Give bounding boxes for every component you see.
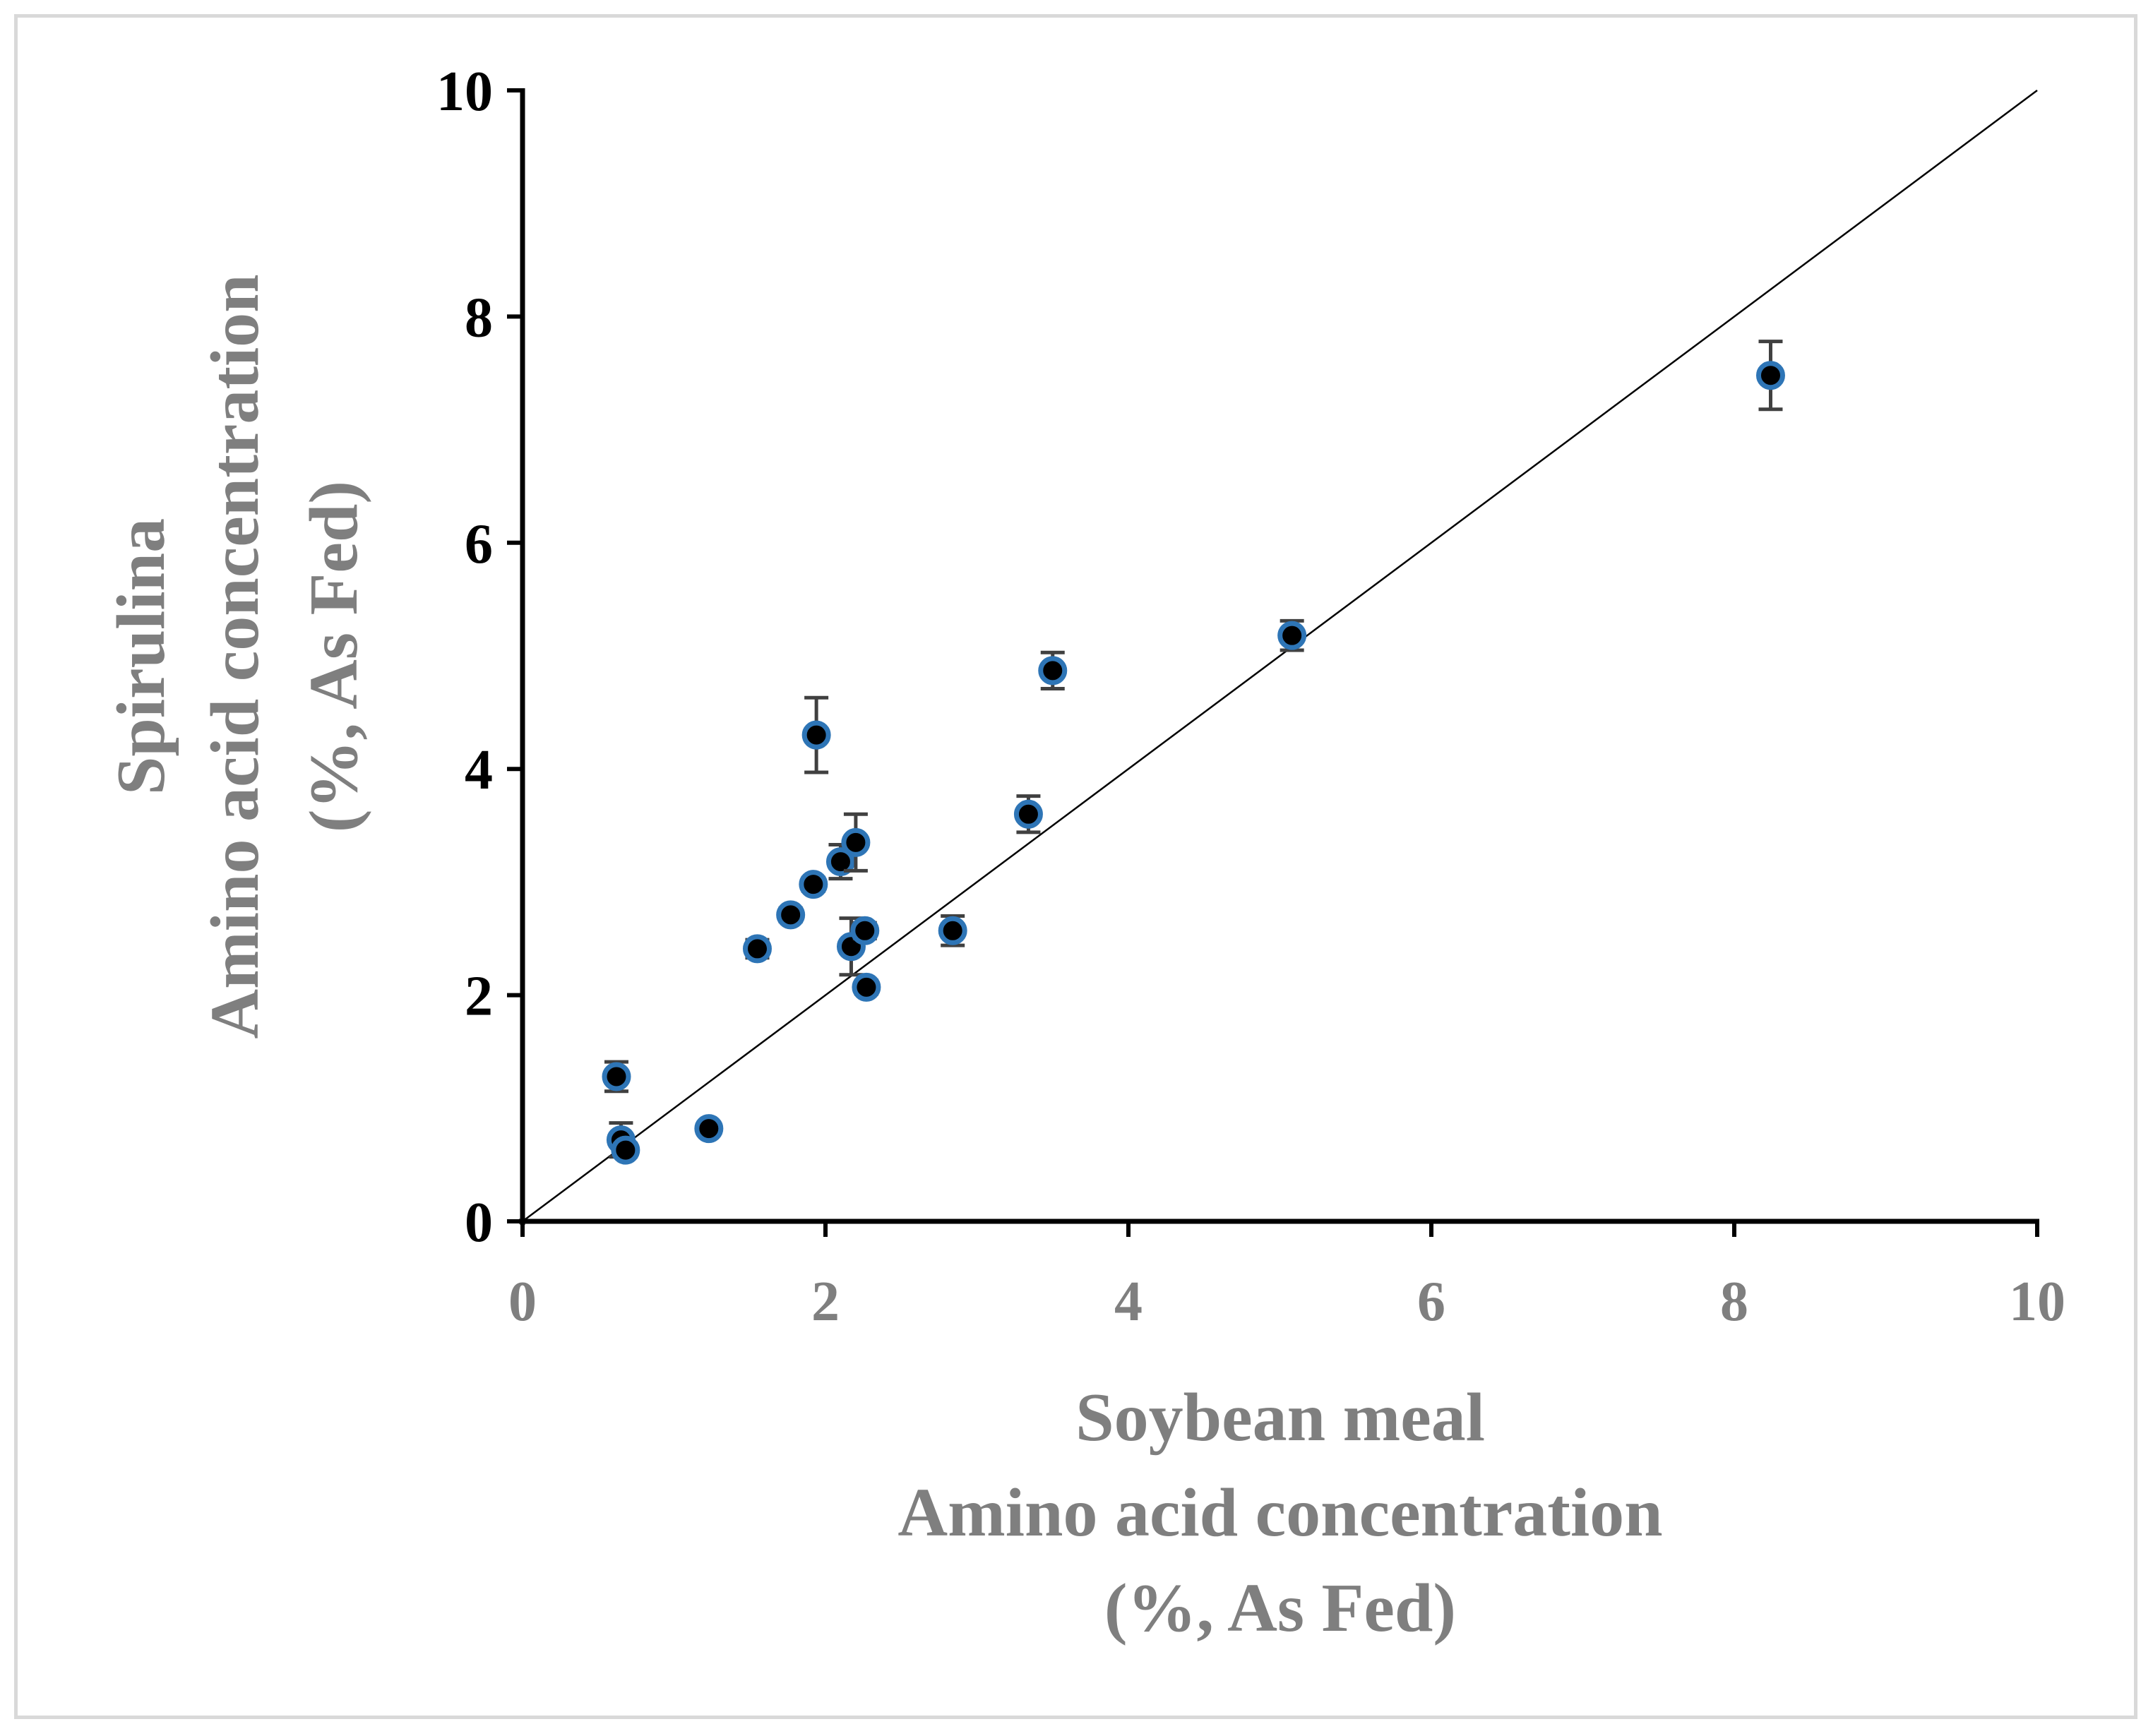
data-point — [602, 1060, 631, 1094]
y-tick-label: 4 — [465, 739, 493, 801]
x-axis-title-line-3: (%, As Fed) — [1104, 1570, 1456, 1646]
x-tick-label: 8 — [1720, 1271, 1748, 1333]
x-tick-label: 6 — [1417, 1271, 1445, 1333]
point-marker — [694, 1114, 724, 1144]
data-point — [1755, 340, 1785, 412]
x-axis-title-line-2: Amino acid concentration — [897, 1475, 1662, 1551]
point-marker — [776, 900, 806, 930]
data-point — [1038, 650, 1068, 690]
data-point — [852, 972, 881, 1002]
x-tick-label: 10 — [2009, 1271, 2065, 1333]
y-axis-title-line-2: Amino acid concentration — [197, 274, 273, 1038]
data-point — [611, 1135, 640, 1165]
point-marker — [1038, 656, 1068, 686]
data-point — [694, 1114, 724, 1144]
data-point — [801, 695, 831, 774]
x-tick-label: 2 — [811, 1271, 840, 1333]
y-ticks: 0 2 4 6 8 10 — [436, 61, 523, 1254]
x-ticks: 0 2 4 6 8 10 — [508, 1221, 2065, 1333]
data-points — [602, 340, 1785, 1165]
point-marker — [602, 1062, 631, 1091]
data-point — [850, 916, 880, 945]
data-point — [1013, 794, 1043, 834]
point-marker — [1277, 621, 1307, 650]
point-marker — [938, 916, 967, 945]
y-axis-title-line-3: (%, As Fed) — [296, 481, 372, 832]
data-point — [938, 914, 967, 947]
point-marker — [850, 916, 880, 945]
data-point — [776, 900, 806, 930]
y-tick-label: 10 — [436, 61, 493, 123]
x-axis-title: Soybean meal Amino acid concentration (%… — [897, 1379, 1662, 1646]
x-axis-title-line-1: Soybean meal — [1075, 1379, 1485, 1456]
point-marker — [852, 972, 881, 1002]
y-tick-label: 6 — [465, 513, 493, 575]
point-marker — [1755, 361, 1785, 390]
y-tick-label: 2 — [465, 966, 493, 1028]
point-marker — [825, 847, 855, 877]
y-axis-title: Spirulina Amino acid concentration (%, A… — [103, 274, 372, 1038]
data-point — [742, 934, 772, 964]
data-point — [841, 812, 871, 873]
point-marker — [801, 720, 831, 750]
x-tick-label: 4 — [1114, 1271, 1143, 1333]
y-tick-label: 0 — [465, 1192, 493, 1254]
data-point — [825, 843, 855, 881]
y-tick-label: 8 — [465, 287, 493, 349]
point-marker — [611, 1135, 640, 1165]
x-tick-label: 0 — [508, 1271, 537, 1333]
point-marker — [799, 870, 828, 899]
chart-frame — [14, 14, 2137, 1719]
point-marker — [1013, 799, 1043, 829]
reference-line — [522, 89, 2038, 1223]
y-axis-title-line-1: Spirulina — [103, 518, 179, 795]
point-marker — [841, 827, 871, 857]
point-marker — [742, 934, 772, 964]
data-point — [799, 870, 828, 899]
data-point — [1277, 618, 1307, 652]
